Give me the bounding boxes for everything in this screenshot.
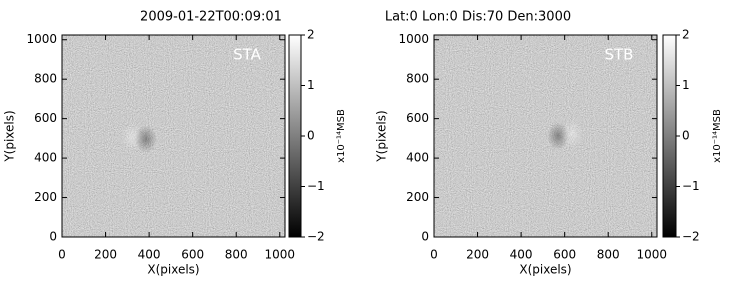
y-tick-label: 400 [34, 151, 57, 165]
chart-title: 2009-01-22T00:09:01 [140, 10, 282, 25]
x-tick-label: 1000 [637, 248, 668, 262]
colorbar-tick-label: 2 [682, 28, 690, 42]
y-tick-label: 200 [406, 190, 429, 204]
x-tick-label: 0 [58, 248, 66, 262]
image-area [62, 35, 285, 237]
feature [561, 120, 583, 148]
y-tick-label: 1000 [398, 32, 429, 46]
y-tick-label: 800 [406, 72, 429, 86]
image-area [434, 35, 657, 237]
colorbar-tick-label: 1 [682, 78, 690, 92]
y-tick-label: 200 [34, 190, 57, 204]
x-tick-label: 1000 [265, 248, 296, 262]
chart-title: Lat:0 Lon:0 Dis:70 Den:3000 [385, 10, 571, 25]
colorbar-tick-label: −1 [307, 179, 325, 193]
y-axis-label: Y(pixels) [375, 110, 389, 162]
x-tick-label: 800 [225, 248, 248, 262]
x-axis-label: X(pixels) [147, 263, 199, 277]
colorbar [662, 34, 677, 238]
plot-frame [61, 34, 286, 238]
colorbar-tick-label: −2 [682, 230, 700, 244]
colorbar-label: x10⁻¹⁴MSB [712, 109, 723, 163]
x-tick-label: 0 [430, 248, 438, 262]
colorbar-tick-label: −2 [307, 230, 325, 244]
panel-label: STB [605, 46, 634, 64]
plot-frame [433, 34, 658, 238]
colorbar-tick-label: 0 [307, 129, 315, 143]
x-tick-label: 200 [94, 248, 117, 262]
y-tick-label: 400 [406, 151, 429, 165]
x-axis-label: X(pixels) [519, 263, 571, 277]
colorbar-tick-label: 1 [307, 78, 315, 92]
y-tick-label: 1000 [26, 32, 57, 46]
y-tick-label: 600 [406, 111, 429, 125]
x-tick-label: 400 [138, 248, 161, 262]
colorbar-tick-label: −1 [682, 179, 700, 193]
colorbar-label: x10⁻¹⁴MSB [336, 109, 347, 163]
x-tick-label: 600 [181, 248, 204, 262]
y-axis-label: Y(pixels) [3, 110, 17, 162]
colorbar-tick-label: 0 [682, 129, 690, 143]
y-tick-label: 600 [34, 111, 57, 125]
y-tick-label: 0 [49, 230, 57, 244]
colorbar-tick-label: 2 [307, 28, 315, 42]
y-tick-label: 0 [421, 230, 429, 244]
x-tick-label: 400 [510, 248, 533, 262]
panel-label: STA [233, 46, 262, 64]
y-tick-label: 800 [34, 72, 57, 86]
feature [135, 125, 157, 153]
colorbar [288, 34, 302, 238]
x-tick-label: 800 [597, 248, 620, 262]
x-tick-label: 200 [466, 248, 489, 262]
x-tick-label: 600 [553, 248, 576, 262]
